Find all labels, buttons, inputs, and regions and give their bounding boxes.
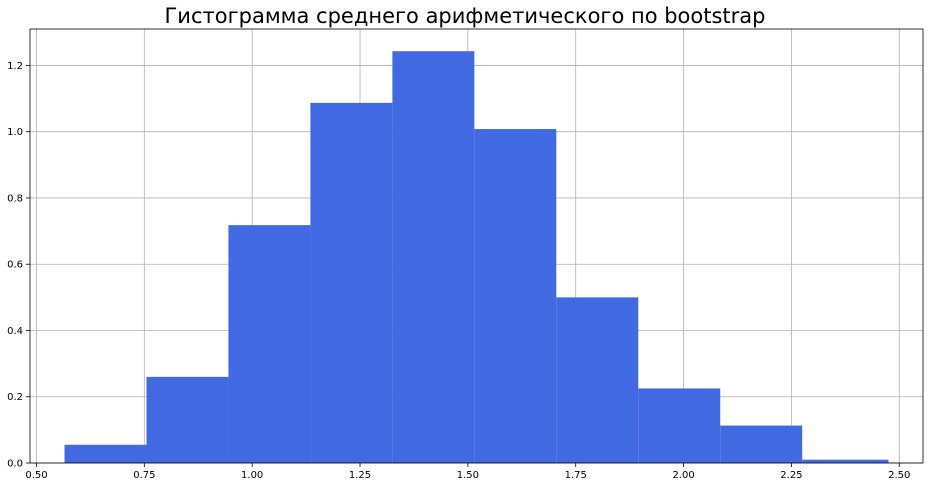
histogram-bar	[556, 297, 639, 463]
y-tick-label: 0.4	[7, 326, 23, 337]
histogram-bar	[720, 425, 803, 463]
y-tick-label: 0.6	[7, 260, 23, 271]
plot-frame	[29, 28, 924, 464]
histogram-bar	[474, 129, 557, 463]
y-tick-label: 0.8	[7, 193, 23, 204]
histogram-bar	[64, 444, 147, 463]
histogram-bar	[310, 102, 393, 463]
histogram-bars	[64, 51, 889, 463]
x-tick-label: 2.25	[780, 470, 802, 481]
y-tick-label: 1.0	[7, 127, 23, 138]
x-tick-label: 1.25	[349, 470, 371, 481]
x-tick-label: 0.75	[133, 470, 155, 481]
x-tick-label: 1.00	[241, 470, 263, 481]
x-tick-label: 2.00	[672, 470, 694, 481]
x-axis: 0.50 0.75 1.00 1.25 1.50 1.75 2.00 2.25 2.50	[25, 463, 910, 481]
y-tick-label: 0.2	[7, 392, 23, 403]
histogram-bar	[802, 459, 889, 463]
x-tick-label: 0.50	[25, 470, 47, 481]
histogram-bar	[638, 388, 721, 463]
chart-title: Гистограмма среднего арифметического по …	[164, 4, 766, 28]
histogram-bar	[392, 51, 475, 463]
y-tick-label: 1.2	[7, 61, 23, 72]
x-tick-label: 2.50	[888, 470, 910, 481]
x-tick-label: 1.50	[457, 470, 479, 481]
histogram-bar	[228, 225, 311, 463]
x-tick-label: 1.75	[565, 470, 587, 481]
histogram-bar	[146, 376, 229, 463]
y-axis: 0.0 0.2 0.4 0.6 0.8 1.0 1.2	[7, 61, 30, 470]
y-tick-label: 0.0	[7, 459, 23, 470]
